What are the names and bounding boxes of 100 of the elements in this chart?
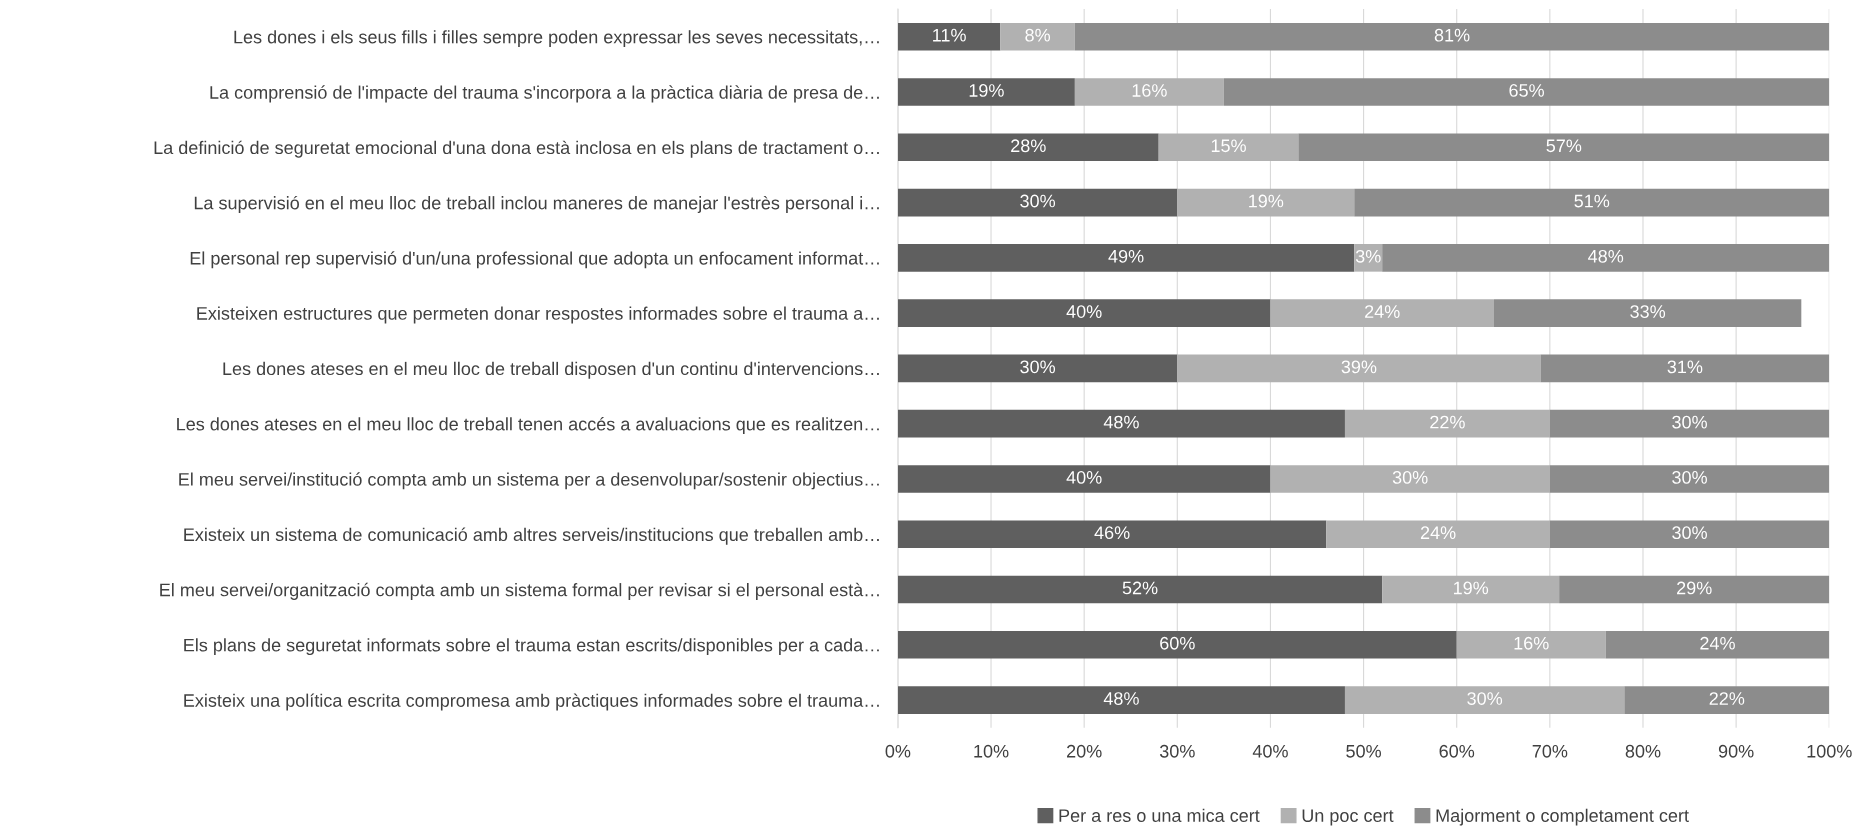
data-label: 16% — [1514, 636, 1549, 650]
data-label: 46% — [1094, 526, 1130, 540]
data-label: 3% — [1355, 249, 1381, 263]
data-label: 22% — [1430, 415, 1465, 429]
bar — [1456, 630, 1606, 659]
x-tick-label: 100% — [1807, 744, 1852, 758]
x-tick-label: 60% — [1439, 744, 1475, 758]
data-label: 30% — [1672, 471, 1707, 484]
bar — [1000, 22, 1075, 51]
bar — [897, 299, 1271, 327]
bar — [1382, 244, 1830, 272]
bar — [897, 133, 1159, 162]
bar — [897, 465, 1271, 493]
bar — [1605, 630, 1830, 659]
data-label: 8% — [1025, 28, 1051, 42]
y-tick-label: Les dones ateses en el meu lloc de treball disposen d'un continu d'intervencions… — [223, 361, 879, 379]
data-label: 40% — [1066, 471, 1102, 484]
bar — [897, 630, 1457, 659]
bar — [1270, 299, 1494, 327]
y-tick-label: La comprensió de l'impacte del trauma s'incorpora a la pràctica diària de presa de… — [210, 85, 879, 103]
data-label: 57% — [1546, 139, 1582, 153]
legend-label: Un poc cert — [1302, 809, 1394, 826]
bar — [1540, 354, 1830, 383]
data-label: 40% — [1066, 305, 1102, 318]
data-label: 39% — [1341, 360, 1377, 374]
y-tick-label: El meu servei/organització compta amb un sistema formal per revisar si el personal està… — [160, 582, 879, 600]
data-label: 52% — [1122, 581, 1158, 595]
bar — [897, 78, 1075, 106]
data-label: 48% — [1588, 249, 1624, 263]
bar — [1549, 409, 1830, 438]
bar — [1559, 575, 1830, 604]
y-tick-label: Els plans de seguretat informats sobre el trauma estan escrits/disponibles per a cada… — [184, 638, 879, 656]
x-tick-label: 50% — [1346, 744, 1381, 758]
bar — [1493, 299, 1802, 327]
bar — [897, 354, 1178, 383]
data-label: 30% — [1672, 526, 1707, 540]
data-label: 16% — [1132, 84, 1167, 97]
data-label: 81% — [1434, 28, 1470, 42]
bar — [1270, 465, 1550, 493]
x-tick-label: 90% — [1718, 744, 1754, 758]
bar — [1074, 22, 1830, 51]
data-label: 30% — [1392, 471, 1428, 484]
bar — [1549, 520, 1830, 549]
data-label: 65% — [1509, 84, 1544, 97]
data-label: 60% — [1160, 636, 1195, 650]
y-tick-label: Les dones i els seus fills i filles sempre poden expressar les seves necessitats,… — [234, 30, 879, 48]
data-label: 48% — [1103, 415, 1139, 429]
bar — [1354, 188, 1830, 217]
bar — [1344, 409, 1550, 438]
x-tick-label: 0% — [885, 744, 911, 758]
x-tick-label: 40% — [1252, 744, 1288, 758]
data-label: 30% — [1467, 692, 1503, 705]
data-label: 30% — [1020, 194, 1056, 208]
data-label: 19% — [1249, 194, 1284, 208]
bar — [1158, 133, 1299, 162]
data-label: 48% — [1103, 692, 1139, 705]
x-tick-label: 10% — [974, 744, 1009, 758]
data-label: 24% — [1420, 526, 1456, 540]
data-label: 24% — [1365, 305, 1400, 318]
bar — [1177, 188, 1355, 217]
bar — [897, 188, 1178, 217]
x-tick-label: 80% — [1625, 744, 1661, 758]
x-tick-label: 20% — [1067, 744, 1102, 758]
data-label: 11% — [933, 28, 966, 42]
data-label: 24% — [1700, 636, 1735, 650]
bar — [1074, 78, 1224, 106]
legend-label: Per a res o una mica cert — [1059, 808, 1260, 822]
data-label: 19% — [969, 84, 1004, 97]
x-tick-label: 30% — [1159, 744, 1195, 758]
data-label: 28% — [1011, 139, 1046, 153]
data-label: 31% — [1667, 360, 1703, 374]
bar — [897, 409, 1345, 438]
y-tick-label: Existeixen estructures que permeten donar respostes informades sobre el trauma a… — [197, 306, 879, 324]
bar — [897, 520, 1327, 549]
y-tick-label: La supervisió en el meu lloc de treball inclou maneres de manejar l'estrès personal i… — [194, 195, 879, 213]
data-label: 22% — [1709, 692, 1745, 705]
legend-label: Majorment o completament cert — [1436, 808, 1689, 826]
data-label: 19% — [1453, 581, 1489, 595]
bar — [897, 575, 1383, 604]
bar — [1177, 354, 1541, 383]
data-label: 15% — [1211, 139, 1246, 153]
bar — [1549, 465, 1830, 493]
x-tick-label: 70% — [1532, 744, 1568, 758]
data-label: 30% — [1672, 415, 1707, 429]
bar — [1624, 686, 1830, 714]
y-tick-label: Les dones ateses en el meu lloc de treball tenen accés a avaluacions que es realitzen… — [177, 417, 879, 435]
data-label: 51% — [1574, 194, 1610, 208]
y-tick-label: Existeix una política escrita compromesa amb pràctiques informades sobre el trauma… — [184, 693, 879, 711]
bar — [1326, 520, 1550, 549]
y-tick-label: Existeix un sistema de comunicació amb altres serveis/institucions que treballen amb… — [184, 527, 879, 545]
bar — [1344, 686, 1625, 714]
data-label: 30% — [1020, 360, 1056, 374]
y-tick-label: La definició de seguretat emocional d'una dona està inclosa en els plans de tractament o… — [154, 140, 879, 158]
bar — [897, 244, 1355, 272]
data-label: 29% — [1677, 581, 1712, 595]
y-tick-label: El meu servei/institució compta amb un sistema per a desenvolupar/sostenir objectius… — [179, 472, 879, 490]
bar — [897, 686, 1345, 714]
data-label: 49% — [1108, 249, 1144, 263]
bar — [1223, 78, 1830, 106]
data-label: 33% — [1630, 305, 1666, 318]
